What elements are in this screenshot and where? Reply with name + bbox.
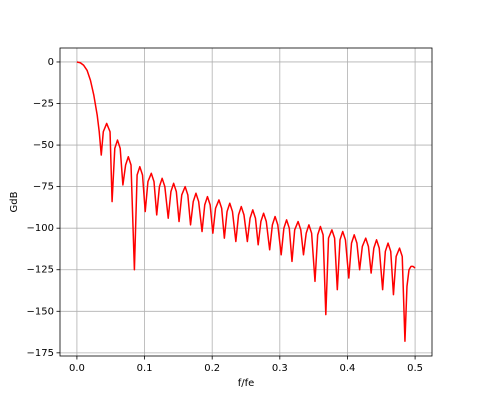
x-axis-label: f/fe (238, 378, 255, 389)
x-tick-label: 0.2 (204, 363, 220, 374)
y-tick-label: −75 (33, 182, 54, 193)
x-tick-label: 0.5 (407, 363, 423, 374)
y-tick-label: −100 (27, 223, 54, 234)
y-tick-label: −150 (27, 306, 54, 317)
plot-frame (59, 47, 433, 357)
y-tick-label: −175 (27, 348, 54, 359)
y-tick-label: −25 (33, 99, 54, 110)
data-line (76, 61, 416, 342)
y-axis-label: GdB (9, 191, 20, 212)
y-tick-label: −125 (27, 265, 54, 276)
x-tick-label: 0.0 (69, 363, 85, 374)
y-tick-label: 0 (48, 57, 54, 68)
x-tick-label: 0.4 (340, 363, 356, 374)
x-tick-label: 0.1 (137, 363, 153, 374)
y-tick-label: −50 (33, 140, 54, 151)
x-tick-label: 0.3 (272, 363, 288, 374)
